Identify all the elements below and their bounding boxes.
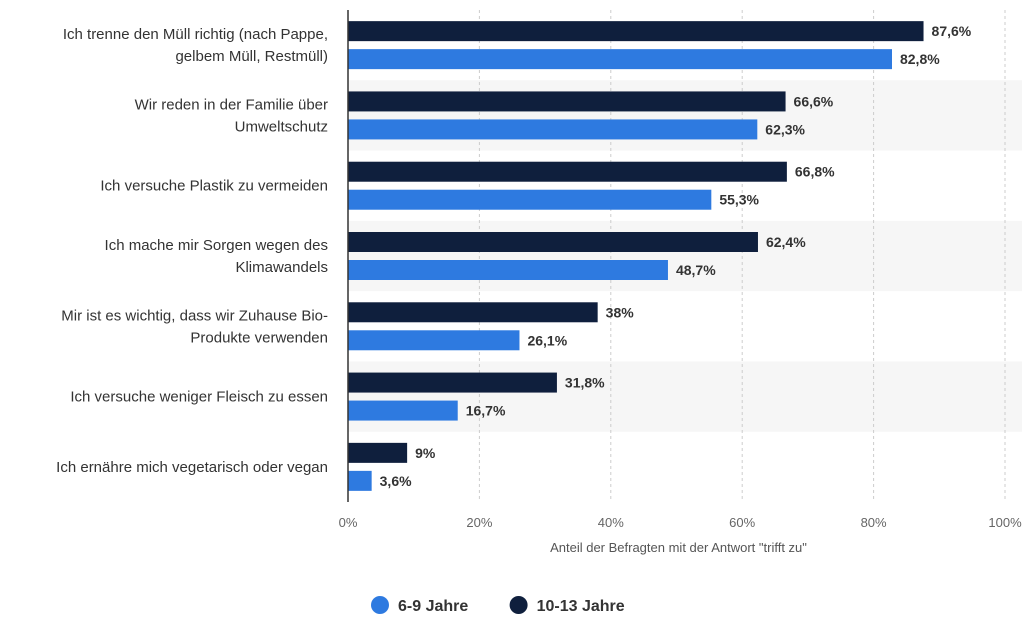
x-axis-title: Anteil der Befragten mit der Antwort "tr… [550,540,807,555]
category-label: Ich versuche weniger Fleisch zu essen [70,389,328,406]
legend-marker [371,596,389,614]
category-label-line: Produkte verwenden [190,329,328,346]
bar [348,232,758,252]
category-band [348,80,1022,151]
data-label: 62,3% [765,121,805,137]
bar [348,372,557,393]
x-tick-labels: 0% 20% 40% 60% 80% 100% [339,515,1022,530]
data-label: 87,6% [932,23,972,39]
category-band [348,361,1022,432]
legend-marker [509,596,528,614]
bar [348,189,712,210]
category-label: Wir reden in der Familie über Umweltschut… [135,96,328,135]
category-band [348,220,1022,292]
bar [348,330,520,351]
bars: 87,6% 82,8% 66,6% 62,3% 66,8% 55,3% 62,4% 48,7%… [348,21,972,491]
category-label-line: Umweltschutz [235,118,328,135]
bar [348,91,786,112]
x-tick-label: 80% [861,515,887,530]
data-label: 38% [606,304,635,320]
category-label-line: Ich trenne den Müll richtig (nach Pappe, [63,26,328,43]
category-label-line: gelbem Müll, Restmüll) [175,48,328,65]
category-label-line: Ich versuche weniger Fleisch zu essen [70,389,328,406]
category-labels: Ich trenne den Müll richtig (nach Pappe,… [56,26,328,476]
category-label: Ich trenne den Müll richtig (nach Pappe,… [63,26,328,65]
category-label-line: Ich ernähre mich vegetarisch oder vegan [56,459,328,476]
category-label: Ich ernähre mich vegetarisch oder vegan [56,459,328,476]
category-label-line: Ich versuche Plastik zu vermeiden [100,178,328,195]
x-tick-label: 60% [729,515,755,530]
legend-label: 10-13 Jahre [537,598,625,615]
data-label: 82,8% [900,51,940,67]
bar [348,442,408,463]
data-label: 16,7% [466,403,506,419]
category-label-line: Klimawandels [235,259,328,276]
x-tick-label: 40% [598,515,624,530]
category-label: Ich versuche Plastik zu vermeiden [100,178,328,195]
legend-label: 6-9 Jahre [398,598,468,615]
data-label: 31,8% [565,375,605,391]
legend: 6-9 Jahre 10-13 Jahre [371,596,625,615]
category-label-line: Mir ist es wichtig, dass wir Zuhause Bio… [61,307,328,324]
x-tick-label: 0% [339,515,358,530]
bar [348,21,924,42]
x-tick-label: 100% [988,515,1022,530]
data-label: 62,4% [766,234,806,250]
bar [348,302,598,323]
x-tick-label: 20% [466,515,492,530]
bar [348,49,892,70]
data-label: 26,1% [527,332,567,348]
category-label: Mir ist es wichtig, dass wir Zuhause Bio… [61,307,328,346]
bar [348,400,458,421]
data-label: 3,6% [380,473,412,489]
grid-lines [478,10,1006,502]
data-label: 55,3% [719,192,759,208]
bar [348,161,787,182]
data-label: 66,8% [795,164,835,180]
data-label: 66,6% [794,93,834,109]
category-label-line: Wir reden in der Familie über [135,96,328,113]
bar [348,119,758,140]
category-label: Ich mache mir Sorgen wegen des Klimawande… [105,237,328,276]
category-label-line: Ich mache mir Sorgen wegen des [105,237,328,254]
data-label: 9% [415,445,436,461]
data-label: 48,7% [676,262,716,278]
bar [348,470,372,491]
bar [348,260,668,280]
